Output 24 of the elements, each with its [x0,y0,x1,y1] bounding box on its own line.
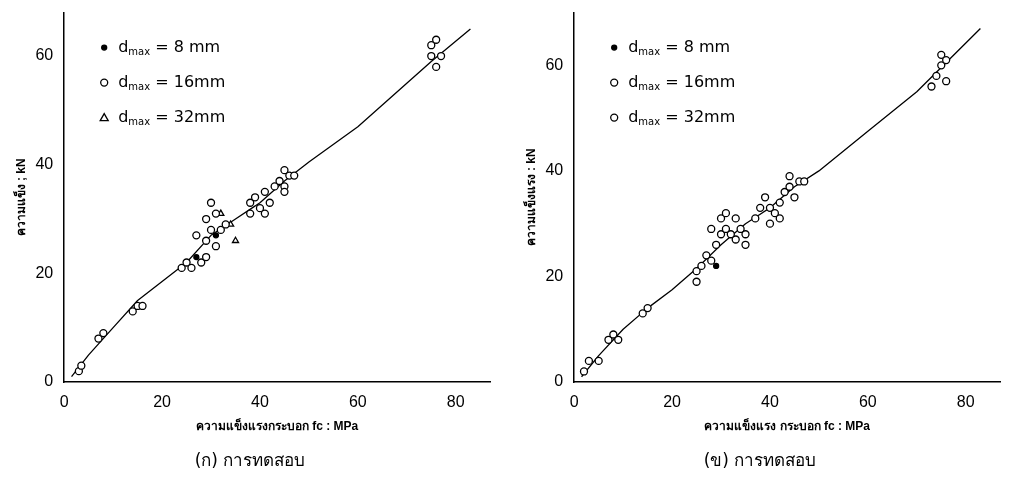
text: (ข) การทดสอบ [703,450,817,471]
y-tick-label: 40 [545,161,564,179]
x-tick-label: 20 [663,393,682,411]
y-tick-label: 40 [35,155,54,173]
y-tick-label: 20 [545,266,564,284]
y-axis-title: ความแข็งแรง : kN [522,148,538,247]
x-tick-label: 60 [348,393,367,411]
x-tick-label: 0 [59,393,69,411]
y-tick-label: 60 [35,46,54,64]
x-tick-label: 40 [251,393,269,411]
x-tick-label: 60 [858,393,877,411]
x-tick-label: 20 [153,393,172,411]
text: (ก) การทดสอบ [194,450,306,471]
y-tick-label: 20 [35,263,54,281]
y-axis-title: ความแข็ง ; kN [12,158,28,237]
x-axis-title: ความแข็งแรง กระบอก fc : MPa [704,417,871,433]
x-tick-label: 0 [569,393,579,411]
x-tick-label: 80 [446,393,465,411]
x-axis-title: ความแข็งแรงกระบอก fc : MPa [195,417,359,433]
y-tick-label: 0 [44,372,54,390]
x-tick-label: 40 [761,393,779,411]
y-tick-label: 60 [545,55,564,73]
y-tick-label: 0 [554,372,564,390]
x-tick-label: 80 [956,393,975,411]
